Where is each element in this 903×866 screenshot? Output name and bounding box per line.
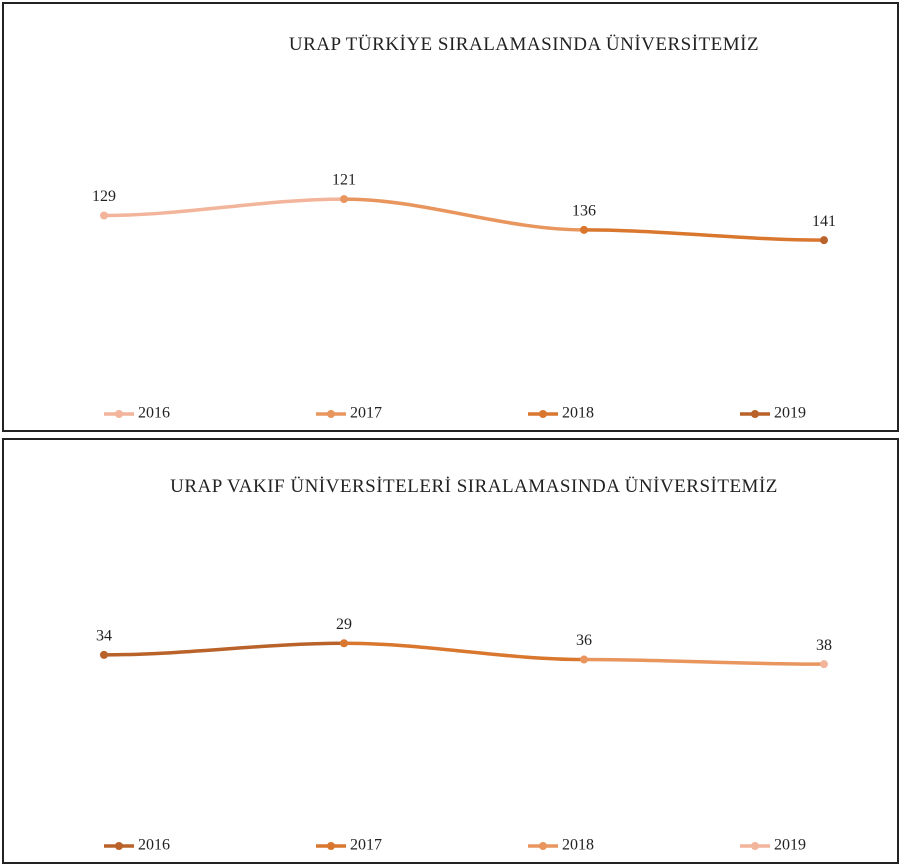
legend-label: 2019 bbox=[774, 837, 806, 854]
legend-marker bbox=[115, 842, 123, 850]
legend-label: 2017 bbox=[350, 405, 382, 422]
data-point bbox=[100, 211, 108, 220]
data-label: 38 bbox=[816, 637, 832, 654]
legend-marker bbox=[751, 842, 759, 850]
line-segment bbox=[103, 197, 345, 218]
line-segment bbox=[583, 228, 825, 242]
legend-marker bbox=[751, 410, 759, 418]
data-point bbox=[340, 639, 348, 648]
legend-label: 2018 bbox=[562, 837, 594, 854]
chart-title: URAP TÜRKİYE SIRALAMASINDA ÜNİVERSİTEMİZ bbox=[288, 34, 760, 55]
data-point bbox=[820, 660, 828, 669]
data-label: 141 bbox=[812, 213, 836, 230]
legend-marker bbox=[327, 410, 335, 418]
data-label: 136 bbox=[572, 203, 596, 220]
legend-marker bbox=[539, 410, 547, 418]
chart: 129 121 136 141 2016 2017 2018 2019 bbox=[92, 172, 836, 422]
legend-marker bbox=[539, 842, 547, 850]
legend-label: 2016 bbox=[138, 837, 170, 854]
data-point bbox=[340, 195, 348, 204]
legend-label: 2019 bbox=[774, 405, 806, 422]
legend-marker bbox=[115, 410, 123, 418]
legend-label: 2016 bbox=[138, 405, 170, 422]
chart-panel: URAP VAKIF ÜNİVERSİTELERİ SIRALAMASINDA … bbox=[2, 438, 899, 864]
chart-panel: URAP TÜRKİYE SIRALAMASINDA ÜNİVERSİTEMİZ… bbox=[2, 2, 899, 432]
chart: 34 29 36 38 2016 2017 2018 2019 bbox=[96, 616, 832, 854]
legend-marker bbox=[327, 842, 335, 850]
data-point bbox=[820, 236, 828, 245]
line-segment bbox=[103, 641, 345, 657]
data-label: 29 bbox=[336, 616, 352, 633]
chart-title: URAP VAKIF ÜNİVERSİTELERİ SIRALAMASINDA … bbox=[170, 476, 778, 497]
line-segment bbox=[343, 197, 585, 232]
line-segment bbox=[583, 657, 825, 666]
line-segment bbox=[343, 641, 585, 662]
legend-label: 2018 bbox=[562, 405, 594, 422]
data-point bbox=[100, 650, 108, 659]
data-point bbox=[580, 225, 588, 234]
data-label: 34 bbox=[96, 628, 112, 645]
data-label: 36 bbox=[576, 632, 592, 649]
legend-label: 2017 bbox=[350, 837, 382, 854]
data-label: 121 bbox=[332, 172, 356, 189]
data-point bbox=[580, 655, 588, 664]
data-label: 129 bbox=[92, 188, 116, 205]
